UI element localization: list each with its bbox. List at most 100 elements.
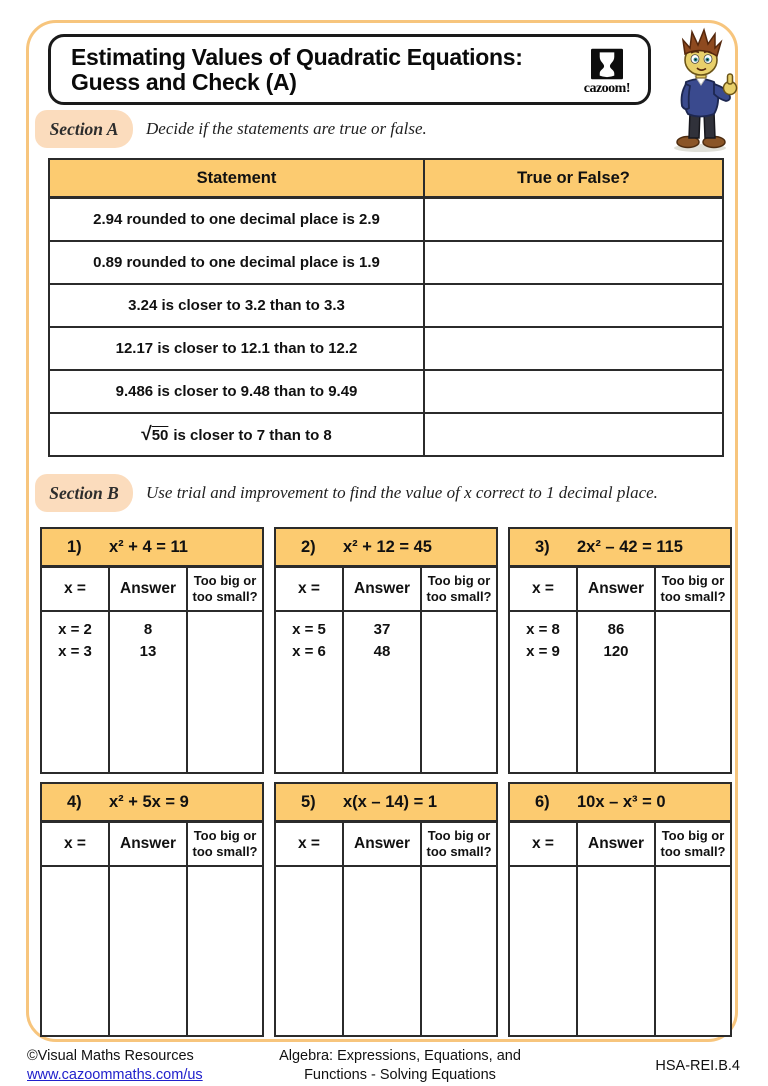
true-false-answer-cell [423, 283, 724, 328]
problem-table-6: 6) 10x – x³ = 0 x = Answer Too big or to… [508, 782, 732, 1037]
x-trials-cell: x = 5 x = 6 [274, 610, 344, 774]
subject-line2: Functions - Solving Equations [304, 1066, 496, 1083]
problem-number: 6) [535, 792, 550, 811]
x-trials-cell [274, 865, 344, 1037]
answer-column-header: Answer [108, 820, 188, 867]
answer-trials-cell: 37 48 [342, 610, 422, 774]
x-trials-cell [508, 865, 578, 1037]
trial-answer-value: 86 [607, 621, 625, 638]
subject-line1: Algebra: Expressions, Equations, and [279, 1048, 521, 1064]
trial-x-value: x = 9 [526, 643, 560, 660]
problem-title-bar: 5) x(x – 14) = 1 [273, 782, 499, 823]
statement-cell: 0.89 rounded to one decimal place is 1.9 [48, 240, 425, 285]
trial-x-value: x = 3 [58, 643, 92, 660]
table-header-row: Statement True or False? [48, 158, 724, 199]
too-big-column-header: Too big or too small? [186, 820, 264, 867]
problem-table-3: 3) 2x² – 42 = 115 x = Answer Too big or … [507, 527, 733, 774]
too-big-column-header: Too big or too small? [653, 565, 733, 612]
problem-number: 5) [301, 792, 316, 811]
trial-answer-value: 13 [139, 643, 157, 660]
section-b-instruction: Use trial and improvement to find the va… [146, 483, 658, 502]
answer-trials-cell: 8 13 [108, 610, 188, 774]
answer-column-header: Answer [576, 820, 656, 867]
trial-x-value: x = 5 [292, 621, 326, 638]
problem-title-bar: 2) x² + 12 = 45 [274, 527, 498, 568]
page-title: Estimating Values of Quadratic Equations… [51, 43, 523, 95]
statement-cell: 2.94 rounded to one decimal place is 2.9 [48, 196, 425, 242]
table-row: 0.89 rounded to one decimal place is 1.9 [48, 240, 724, 285]
problem-table-2: 2) x² + 12 = 45 x = Answer Too big or to… [274, 527, 498, 774]
trial-answer-value: 120 [603, 643, 629, 660]
true-false-answer-cell [423, 240, 724, 285]
problem-title-bar: 3) 2x² – 42 = 115 [507, 527, 733, 568]
radicand: 50 [151, 426, 169, 444]
footer-copyright-block: ©Visual Maths Resources www.cazoommaths.… [27, 1047, 203, 1085]
statement-cell-sqrt: √50 is closer to 7 than to 8 [48, 412, 425, 457]
trial-x-value: x = 6 [292, 643, 326, 660]
section-a-badge: Section A [35, 110, 133, 148]
table-row: 9.486 is closer to 9.48 than to 9.49 [48, 369, 724, 414]
statement-column-header: Statement [48, 158, 425, 199]
problem-number: 2) [301, 537, 316, 556]
too-big-cell [185, 610, 265, 774]
too-big-column-header: Too big or too small? [185, 565, 265, 612]
cazoom-logo-text: cazoom! [583, 80, 631, 96]
problem-title-bar: 4) x² + 5x = 9 [40, 782, 264, 823]
standard-code: HSA-REI.B.4 [655, 1058, 740, 1074]
statement-cell: 9.486 is closer to 9.48 than to 9.49 [48, 369, 425, 414]
too-big-cell [419, 865, 499, 1037]
problem-equation: 2x² – 42 = 115 [577, 537, 683, 556]
x-trials-cell: x = 8 x = 9 [508, 610, 578, 774]
too-big-column-header: Too big or too small? [654, 820, 732, 867]
problem-table-4: 4) x² + 5x = 9 x = Answer Too big or too… [40, 782, 264, 1037]
page-title-line1: Estimating Values of Quadratic Equations… [71, 43, 523, 70]
x-column-header: x = [40, 565, 110, 612]
problem-equation: 10x – x³ = 0 [577, 792, 666, 811]
true-false-answer-cell [423, 369, 724, 414]
problem-equation: x² + 12 = 45 [343, 537, 432, 556]
x-column-header: x = [274, 565, 344, 612]
answer-trials-cell: 86 120 [576, 610, 656, 774]
statement-cell: 3.24 is closer to 3.2 than to 3.3 [48, 283, 425, 328]
x-trials-cell [40, 865, 110, 1037]
x-column-header: x = [40, 820, 110, 867]
problem-table-1: 1) x² + 4 = 11 x = Answer Too big or too… [39, 527, 265, 774]
x-column-header: x = [508, 565, 578, 612]
problem-title-bar: 6) 10x – x³ = 0 [508, 782, 732, 823]
too-big-column-header: Too big or too small? [420, 565, 498, 612]
problem-title-bar: 1) x² + 4 = 11 [39, 527, 265, 568]
problem-table-5: 5) x(x – 14) = 1 x = Answer Too big or t… [273, 782, 499, 1037]
too-big-cell [653, 610, 733, 774]
too-big-cell [420, 610, 498, 774]
page-title-line2: Guess and Check (A) [71, 68, 297, 95]
x-trials-cell: x = 2 x = 3 [40, 610, 110, 774]
table-row: 12.17 is closer to 12.1 than to 12.2 [48, 326, 724, 371]
answer-column-header: Answer [342, 565, 422, 612]
section-b-badge: Section B [35, 474, 133, 512]
statement-cell: 12.17 is closer to 12.1 than to 12.2 [48, 326, 425, 371]
footer-subject-block: Algebra: Expressions, Equations, and Fun… [250, 1047, 550, 1085]
title-box: Estimating Values of Quadratic Equations… [48, 34, 651, 105]
x-column-header: x = [274, 820, 344, 867]
cazoom-logo: cazoom! [583, 47, 631, 97]
trial-answer-value: 37 [373, 621, 391, 638]
boy-mascot-illustration [674, 27, 738, 152]
trial-answer-value: 8 [143, 621, 153, 638]
true-false-answer-cell [423, 196, 724, 242]
cazoom-website-link[interactable]: www.cazoommaths.com/us [27, 1066, 203, 1083]
true-false-table: Statement True or False? 2.94 rounded to… [48, 158, 724, 457]
true-false-answer-cell [423, 412, 724, 457]
trial-x-value: x = 2 [58, 621, 92, 638]
answer-column-header: Answer [342, 820, 422, 867]
problem-equation: x² + 5x = 9 [109, 792, 189, 811]
answer-column-header: Answer [108, 565, 188, 612]
problem-number: 1) [67, 537, 82, 556]
answer-column-header: Answer [576, 565, 656, 612]
radical-sign: √ [141, 423, 152, 445]
section-a-instruction: Decide if the statements are true or fal… [146, 119, 427, 138]
answer-trials-cell [342, 865, 422, 1037]
copyright-text: ©Visual Maths Resources [27, 1048, 194, 1064]
x-column-header: x = [508, 820, 578, 867]
problem-number: 4) [67, 792, 82, 811]
